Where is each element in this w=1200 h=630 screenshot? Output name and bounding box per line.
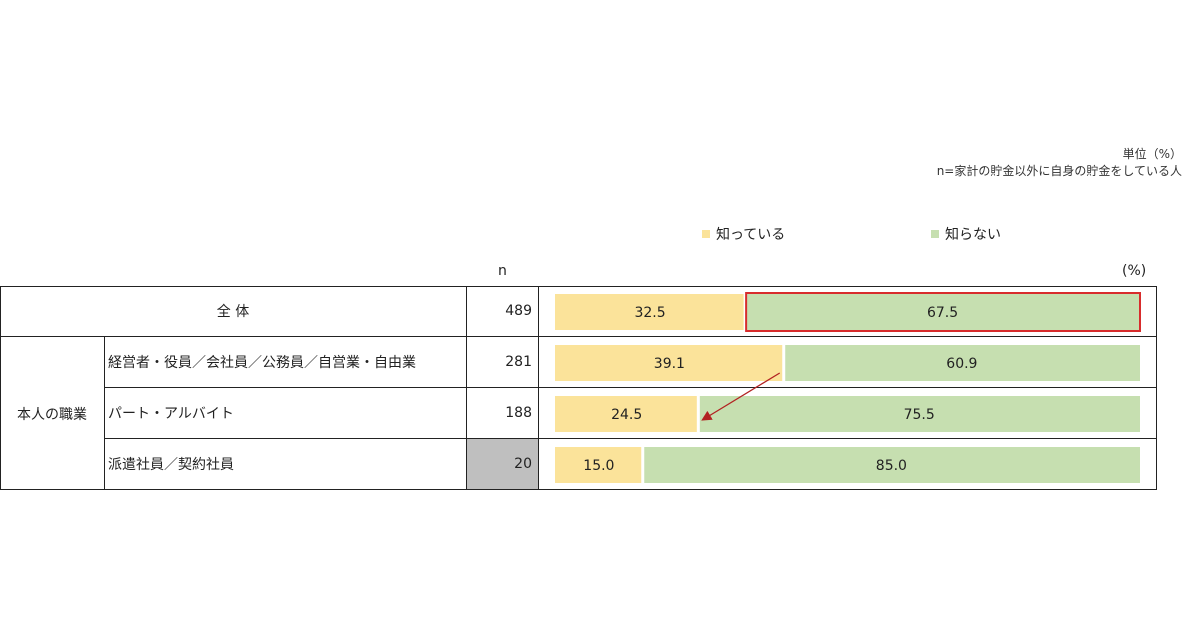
- row-divider: [0, 336, 1157, 337]
- legend-item-dont-know: 知らない: [931, 224, 1001, 244]
- bar-segment: [644, 447, 1140, 483]
- n-column-right-border: [538, 286, 539, 490]
- legend-item-know: 知っている: [702, 224, 785, 244]
- bar-segment: [555, 396, 697, 432]
- n-value: 489: [505, 303, 532, 319]
- bar-value-label: 24.5: [611, 407, 642, 423]
- legend-swatch-know: [702, 230, 710, 238]
- unit-note: 単位（%） n=家計の貯金以外に自身の貯金をしている人: [937, 146, 1182, 180]
- bar-value-label: 85.0: [876, 458, 907, 474]
- bar-value-label: 60.9: [946, 356, 977, 372]
- n-value: 20: [514, 456, 532, 472]
- highlight-box: [745, 292, 1141, 332]
- group-label: 本人の職業: [17, 406, 87, 423]
- n-column-left-border: [466, 286, 467, 490]
- base-note: n=家計の貯金以外に自身の貯金をしている人: [936, 164, 1182, 178]
- small-sample-shading: [467, 439, 538, 489]
- category-label: 派遣社員／契約社員: [108, 457, 234, 473]
- bar-value-label: 15.0: [583, 458, 614, 474]
- category-label: 経営者・役員／会社員／公務員／自営業・自由業: [108, 355, 416, 371]
- legend-label-dont-know: 知らない: [945, 227, 1001, 243]
- category-label: パート・アルバイト: [108, 406, 234, 422]
- bar-segment: [555, 294, 744, 330]
- bar-value-label: 39.1: [654, 356, 685, 372]
- trend-arrow: [701, 372, 781, 421]
- bar-segment: [746, 294, 1140, 330]
- row-divider: [104, 438, 1157, 439]
- n-value: 281: [505, 354, 532, 370]
- group-divider: [104, 337, 105, 490]
- category-label: 全 体: [216, 304, 250, 320]
- table-frame: [0, 286, 1157, 490]
- bar-value-label: 75.5: [904, 407, 935, 423]
- n-column-header: n: [498, 263, 507, 279]
- bar-value-label: 32.5: [634, 305, 665, 321]
- bar-segment: [555, 447, 642, 483]
- unit-label: 単位（%）: [1122, 147, 1182, 161]
- legend-label-know: 知っている: [716, 227, 786, 243]
- bar-segment: [699, 396, 1140, 432]
- bar-segment: [555, 345, 783, 381]
- legend-swatch-dont-know: [931, 230, 939, 238]
- percent-header: (%): [1122, 263, 1147, 279]
- bar-segment: [785, 345, 1140, 381]
- n-value: 188: [505, 405, 532, 421]
- row-divider: [104, 387, 1157, 388]
- bar-value-label: 67.5: [927, 305, 958, 321]
